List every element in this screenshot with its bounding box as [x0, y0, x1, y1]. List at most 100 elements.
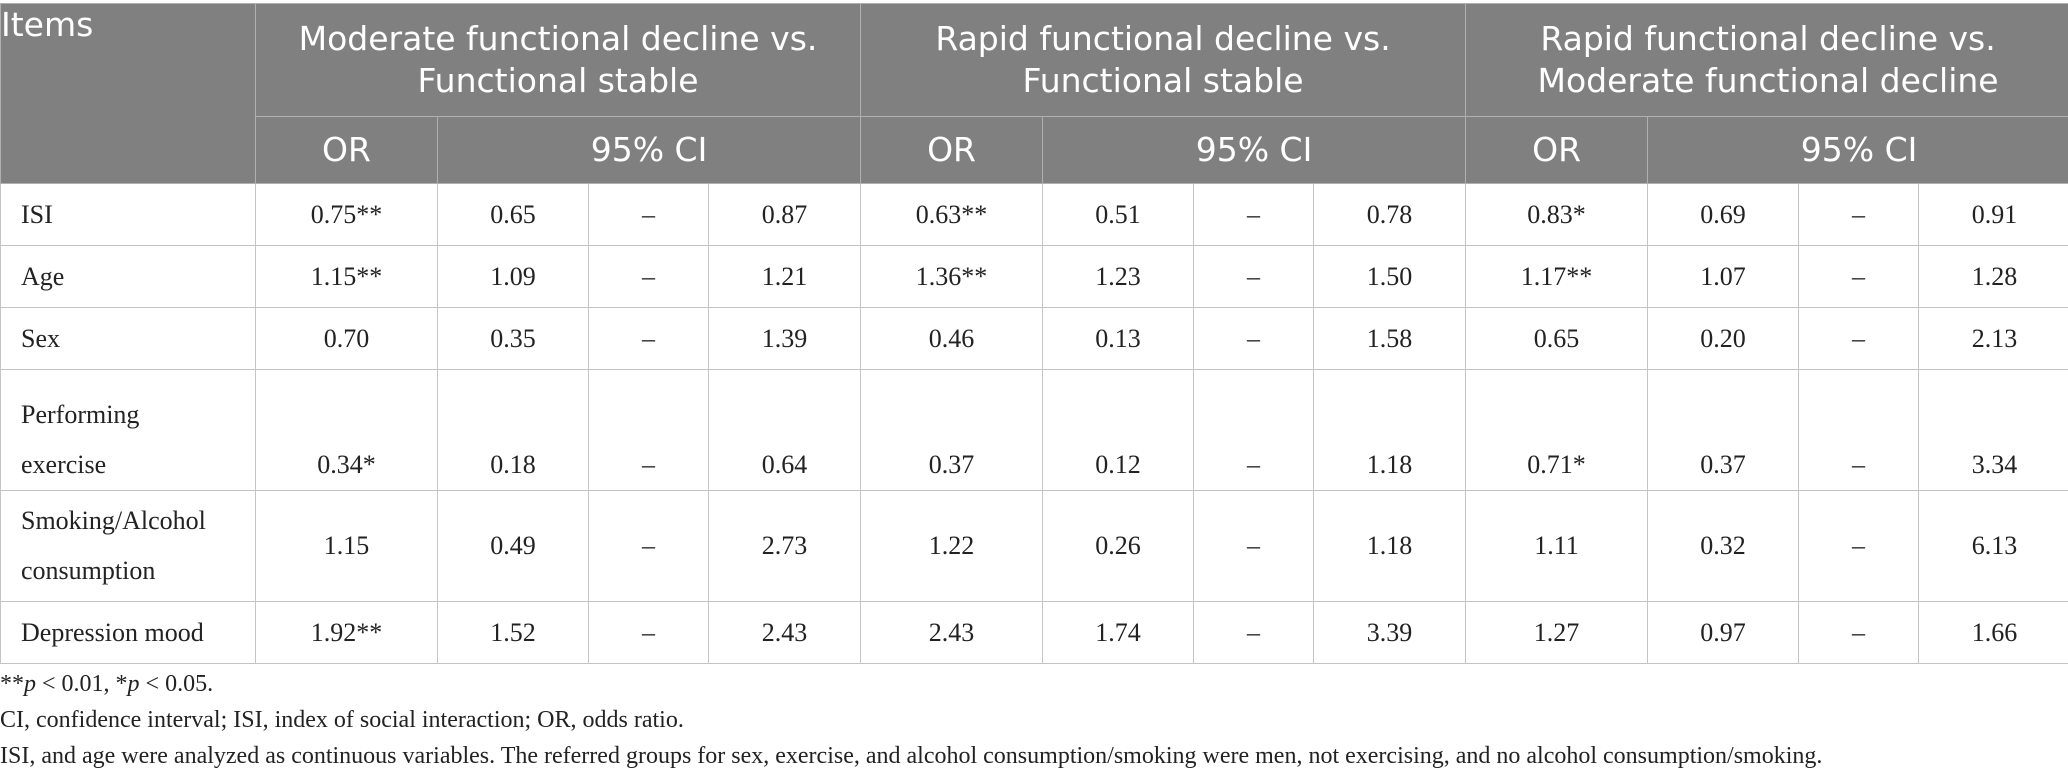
ci-dash-cell: –: [1193, 490, 1315, 602]
ci-lower-cell: 1.07: [1647, 245, 1800, 308]
footnote-p-symbol: p: [127, 671, 140, 697]
ci-dash-cell: –: [1798, 369, 1920, 491]
or-value-cell: 1.22: [860, 490, 1044, 602]
ci-dash-cell: –: [1193, 245, 1315, 308]
ci-dash-cell: –: [588, 601, 709, 664]
ci-lower-cell: 0.97: [1647, 601, 1800, 664]
footnote-stars-single: *: [115, 671, 128, 697]
ci-upper-cell: 0.87: [707, 183, 862, 246]
or-value-cell: 2.43: [860, 601, 1044, 664]
ci-lower-cell: 0.35: [437, 307, 589, 370]
ci-upper-cell: 0.78: [1313, 183, 1467, 246]
ci-upper-cell: 3.39: [1313, 601, 1467, 664]
ci-lower-cell: 0.32: [1647, 490, 1800, 602]
ci-dash-cell: –: [1193, 601, 1315, 664]
or-value-cell: 1.15: [255, 490, 438, 602]
header-row-groups: Items Moderate functional decline vs. Fun…: [0, 3, 2068, 184]
table-row: Age 1.15** 1.09–1.21 1.36** 1.23–1.50 1.17** 1…: [0, 245, 2068, 308]
ci-upper-cell: 1.39: [707, 307, 862, 370]
odds-ratio-table-container: Items Moderate functional decline vs. Fun…: [0, 3, 2068, 664]
row-label-line: ISI: [21, 199, 53, 229]
footnote-p-symbol: p: [24, 671, 36, 697]
row-label-line: Performing: [21, 400, 140, 429]
table-row: Depression mood 1.92** 1.52–2.43 2.43 1.74–3…: [0, 601, 2068, 664]
table-body: ISI 0.75** 0.65–0.87 0.63** 0.51–0.78 0.83* 0.…: [0, 183, 2068, 664]
header-group-line1: Rapid functional decline vs.: [935, 19, 1391, 58]
table-footnotes: **p < 0.01, *p < 0.05. CI, confidence in…: [0, 666, 1822, 774]
header-or: OR: [860, 116, 1044, 184]
table-row: ISI 0.75** 0.65–0.87 0.63** 0.51–0.78 0.83* 0.…: [0, 183, 2068, 246]
row-label: Depression mood: [0, 601, 256, 664]
ci-lower-cell: 0.37: [1647, 369, 1800, 491]
ci-dash-cell: –: [588, 490, 709, 602]
table-header: Items Moderate functional decline vs. Fun…: [0, 3, 2068, 184]
ci-upper-cell: 2.73: [707, 490, 862, 602]
ci-upper-cell: 1.50: [1313, 245, 1467, 308]
ci-dash-cell: –: [588, 245, 709, 308]
row-label: Age: [0, 245, 256, 308]
footnote-threshold-1: < 0.01,: [36, 671, 116, 697]
ci-lower-cell: 0.13: [1042, 307, 1195, 370]
or-value-cell: 0.34*: [255, 369, 438, 491]
footnote-stars-double: **: [0, 671, 24, 697]
row-label: ISI: [0, 183, 256, 246]
or-value-cell: 1.15**: [255, 245, 438, 308]
ci-upper-cell: 2.43: [707, 601, 862, 664]
ci-lower-cell: 0.69: [1647, 183, 1800, 246]
row-label: Sex: [0, 307, 256, 370]
or-value-cell: 0.63**: [860, 183, 1044, 246]
header-group-line2: Functional stable: [1022, 61, 1304, 100]
ci-lower-cell: 0.20: [1647, 307, 1800, 370]
ci-upper-cell: 0.64: [707, 369, 862, 491]
row-label-line: consumption: [21, 556, 156, 585]
ci-upper-cell: 6.13: [1918, 490, 2068, 602]
ci-dash-cell: –: [1798, 490, 1920, 602]
or-value-cell: 0.75**: [255, 183, 438, 246]
ci-dash-cell: –: [1193, 369, 1315, 491]
ci-dash-cell: –: [1798, 245, 1920, 308]
ci-lower-cell: 1.52: [437, 601, 589, 664]
or-value-cell: 0.46: [860, 307, 1044, 370]
table-row: Sex 0.70 0.35–1.39 0.46 0.13–1.58 0.65 0.20–2.…: [0, 307, 2068, 370]
or-value-cell: 0.83*: [1465, 183, 1649, 246]
row-label-line: Smoking/Alcohol: [21, 506, 206, 535]
ci-lower-cell: 1.09: [437, 245, 589, 308]
table-row: Smoking/Alcohol consumption 1.15 0.49–2.73 1…: [0, 490, 2068, 602]
header-group-line1: Rapid functional decline vs.: [1540, 19, 1996, 58]
header-ci: 95% CI: [436, 116, 862, 184]
row-label-line: Sex: [21, 323, 60, 353]
ci-dash-cell: –: [1193, 307, 1315, 370]
ci-dash-cell: –: [1798, 601, 1920, 664]
ci-dash-cell: –: [588, 183, 709, 246]
ci-dash-cell: –: [1193, 183, 1315, 246]
header-group-rapid-vs-moderate: Rapid functional decline vs. Moderate fun…: [1465, 3, 2068, 117]
header-group-line2: Moderate functional decline: [1537, 61, 1999, 100]
odds-ratio-table: Items Moderate functional decline vs. Fun…: [0, 3, 2068, 664]
ci-upper-cell: 1.28: [1918, 245, 2068, 308]
header-ci: 95% CI: [1042, 116, 1467, 184]
or-value-cell: 1.36**: [860, 245, 1044, 308]
ci-lower-cell: 1.74: [1042, 601, 1195, 664]
or-value-cell: 1.27: [1465, 601, 1649, 664]
ci-upper-cell: 0.91: [1918, 183, 2068, 246]
header-group-moderate-vs-stable: Moderate functional decline vs. Functiona…: [254, 3, 862, 117]
ci-lower-cell: 0.65: [437, 183, 589, 246]
or-value-cell: 0.70: [255, 307, 438, 370]
footnote-abbreviations: CI, confidence interval; ISI, index of s…: [0, 707, 684, 733]
row-label-line: exercise: [21, 450, 107, 479]
header-or: OR: [255, 116, 438, 184]
or-value-cell: 0.65: [1465, 307, 1649, 370]
ci-upper-cell: 1.66: [1918, 601, 2068, 664]
footnote-analysis: ISI, and age were analyzed as continuous…: [0, 743, 1823, 769]
header-row-sub: OR 95% CI OR 95% CI OR 95% CI: [1, 116, 2068, 184]
ci-lower-cell: 1.23: [1042, 245, 1195, 308]
ci-upper-cell: 1.18: [1313, 369, 1467, 491]
ci-lower-cell: 0.51: [1042, 183, 1195, 246]
or-value-cell: 1.11: [1465, 490, 1649, 602]
row-label-line: Depression mood: [21, 617, 204, 647]
row-label-line: Age: [21, 261, 65, 291]
header-or: OR: [1465, 116, 1649, 184]
ci-dash-cell: –: [1798, 183, 1920, 246]
or-value-cell: 1.17**: [1465, 245, 1649, 308]
table-row: Performing exercise 0.34* 0.18–0.64 0.37 0.12…: [0, 369, 2068, 491]
